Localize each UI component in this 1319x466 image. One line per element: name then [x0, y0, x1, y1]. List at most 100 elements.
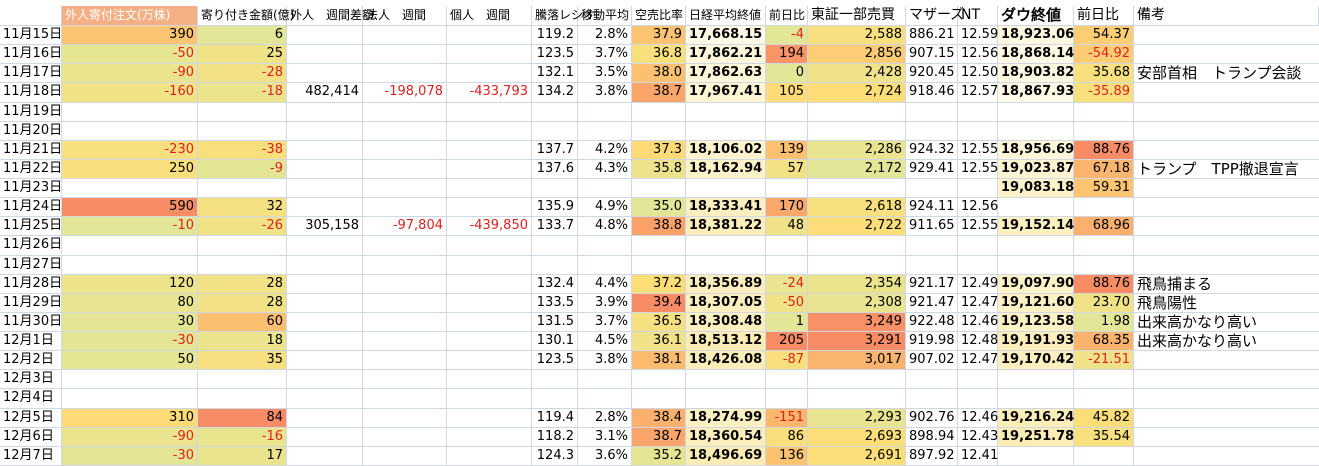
cell: 3.7% [578, 45, 632, 65]
cell: 19,191.93 [998, 332, 1074, 352]
cell: 1 [766, 312, 808, 333]
cell [958, 121, 998, 141]
cell [62, 236, 198, 256]
cell [198, 255, 287, 275]
cell: 120 [62, 274, 198, 294]
cell: 前日比 [1074, 6, 1134, 26]
cell: 36.1 [632, 332, 686, 352]
cell: 11月19日 [0, 102, 62, 122]
cell [447, 370, 532, 390]
cell [287, 159, 363, 180]
cell: 38.8 [632, 217, 686, 237]
cell: 897.92 [906, 446, 958, 466]
cell: 482,414 [287, 83, 363, 103]
cell [532, 179, 578, 199]
cell [198, 121, 287, 141]
cell: 12月5日 [0, 408, 62, 428]
cell: 外人 週間差額 [287, 6, 374, 26]
cell [998, 102, 1074, 122]
cell: -54.92 [1074, 45, 1134, 65]
cell: 135.9 [532, 198, 578, 218]
cell [906, 102, 958, 122]
cell [578, 370, 632, 390]
cell [998, 370, 1074, 390]
cell [287, 121, 363, 141]
cell: 12.46 [958, 312, 998, 333]
cell [1134, 141, 1319, 160]
cell [1134, 428, 1319, 447]
cell: 54.37 [1074, 26, 1134, 46]
cell [287, 198, 363, 218]
cell [447, 427, 532, 447]
cell: 170 [766, 198, 808, 218]
cell: 17,967.41 [686, 83, 766, 103]
cell: 194 [766, 45, 808, 65]
cell [1134, 370, 1319, 390]
cell: -198,078 [363, 83, 447, 103]
cell: 3.7% [578, 312, 632, 333]
cell: 25 [198, 45, 287, 65]
cell [808, 179, 906, 199]
cell: 移動平均 [578, 6, 632, 26]
cell: 918.46 [906, 83, 958, 103]
cell [1134, 256, 1319, 275]
cell: 18,513.12 [686, 332, 766, 352]
cell: 39.4 [632, 293, 686, 313]
cell: 19,251.78 [998, 427, 1074, 447]
cell [363, 179, 447, 199]
cell [0, 6, 62, 26]
cell: -21.51 [1074, 351, 1134, 371]
cell: 133.7 [532, 217, 578, 237]
cell: 11月26日 [0, 236, 62, 256]
cell [578, 389, 632, 409]
cell [998, 389, 1074, 409]
cell: -439,850 [447, 217, 532, 237]
cell: 3.8% [578, 83, 632, 103]
cell: 空売比率 [632, 6, 686, 26]
cell: 50 [62, 351, 198, 371]
cell: 35 [198, 351, 287, 371]
cell: 35.0 [632, 198, 686, 218]
cell [906, 121, 958, 141]
cell [287, 293, 363, 313]
cell [363, 198, 447, 218]
cell: 18,923.06 [998, 26, 1074, 46]
cell [363, 236, 447, 256]
cell [766, 255, 808, 275]
cell: 11月18日 [0, 83, 62, 103]
cell [578, 179, 632, 199]
cell: 12.50 [958, 64, 998, 84]
cell [998, 198, 1074, 218]
cell [287, 274, 363, 294]
cell [287, 389, 363, 409]
cell [1134, 45, 1319, 65]
cell [958, 179, 998, 199]
cell: 4.3% [578, 159, 632, 180]
cell [998, 121, 1074, 141]
cell: 3.1% [578, 427, 632, 447]
cell: 4.4% [578, 274, 632, 294]
cell [287, 236, 363, 256]
cell: 67.18 [1074, 159, 1134, 180]
cell: 2,172 [808, 159, 906, 180]
cell: 2,354 [808, 274, 906, 294]
cell [808, 389, 906, 409]
cell [686, 255, 766, 275]
cell [532, 255, 578, 275]
cell: 12.43 [958, 427, 998, 447]
cell: 安部首相 トランプ会談 [1134, 64, 1319, 84]
cell: 134.2 [532, 83, 578, 103]
cell: 11月16日 [0, 45, 62, 65]
cell [686, 179, 766, 199]
cell: 18,360.54 [686, 427, 766, 447]
cell: 11月20日 [0, 121, 62, 141]
cell: 0 [766, 64, 808, 84]
cell: 88.76 [1074, 140, 1134, 160]
cell: 11月24日 [0, 198, 62, 218]
cell [447, 198, 532, 218]
cell [363, 351, 447, 371]
cell [1134, 447, 1319, 466]
cell [363, 312, 447, 333]
cell: 飛鳥陽性 [1134, 294, 1319, 313]
cell [958, 102, 998, 122]
